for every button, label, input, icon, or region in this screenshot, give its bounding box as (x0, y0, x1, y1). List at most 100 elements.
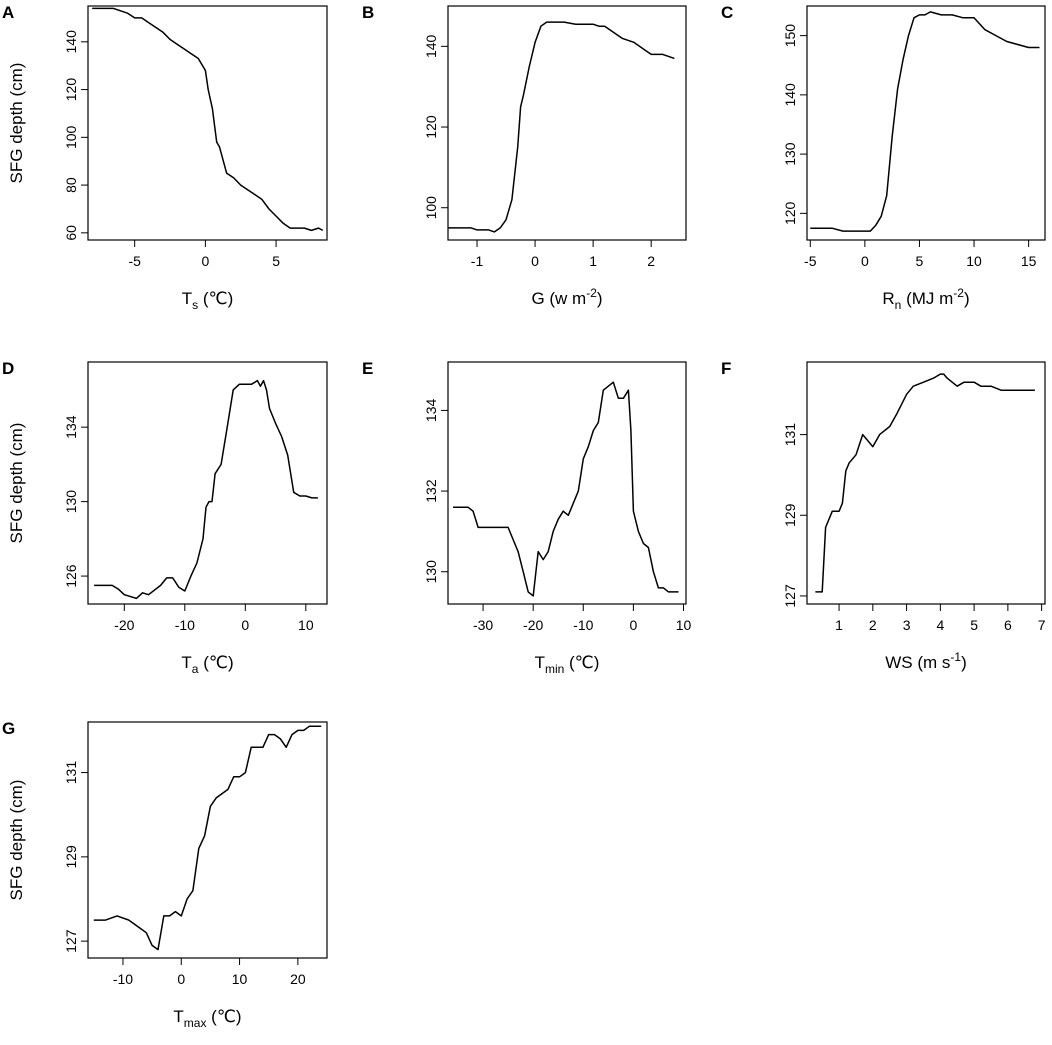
x-axis-title-base: WS (m s (885, 653, 950, 672)
y-tick-label: 130 (63, 490, 79, 514)
x-axis-title-base: T (182, 289, 192, 308)
x-tick-label: -5 (804, 253, 817, 269)
x-axis-title-superscript: -2 (953, 286, 964, 300)
series-line-c (810, 11, 1040, 232)
x-tick-label: 15 (1021, 253, 1037, 269)
x-axis-title-unit: (℃) (206, 1007, 241, 1026)
y-tick-label: 132 (423, 479, 439, 503)
y-tick-label: 126 (63, 564, 79, 588)
x-tick-label: 6 (1004, 617, 1012, 633)
y-tick-label: 134 (63, 415, 79, 439)
x-tick-label: 0 (531, 253, 539, 269)
x-axis-title-subscript: min (545, 662, 564, 676)
y-tick-label: 140 (782, 83, 798, 107)
x-tick-label: -30 (473, 617, 493, 633)
x-tick-label: 0 (241, 617, 249, 633)
x-tick-label: 10 (298, 617, 314, 633)
x-tick-label: 2 (869, 617, 877, 633)
x-axis-title: Ts (℃) (182, 289, 234, 312)
x-tick-label: 3 (903, 617, 911, 633)
series-line-d (94, 379, 318, 600)
series-line-f (815, 373, 1035, 593)
x-tick-label: 10 (676, 617, 692, 633)
x-tick-label: -1 (471, 253, 484, 269)
series-line-g (93, 725, 322, 951)
x-axis-title: Tmax (℃) (173, 1007, 241, 1030)
panel-letter: D (2, 359, 14, 378)
x-axis-title-unit: (℃) (198, 289, 233, 308)
x-tick-label: 1 (589, 253, 597, 269)
x-axis-title-base: T (173, 1007, 183, 1026)
x-tick-label: 10 (966, 253, 982, 269)
x-tick-label: 4 (936, 617, 944, 633)
x-axis-title-unit: (℃) (564, 653, 599, 672)
x-tick-label: 10 (232, 971, 248, 987)
x-axis-title-subscript: max (184, 1016, 207, 1030)
panel-letter: A (2, 3, 14, 22)
x-axis-title-base: T (535, 653, 545, 672)
x-tick-label: -20 (114, 617, 134, 633)
plot-frame (87, 721, 328, 959)
x-tick-label: 5 (272, 253, 280, 269)
series-line-a (92, 7, 324, 232)
panel-letter: F (721, 359, 731, 378)
plot-frame (806, 5, 1046, 241)
panel-letter: G (2, 719, 15, 738)
y-tick-label: 127 (63, 929, 79, 953)
y-tick-label: 120 (782, 201, 798, 225)
x-axis-title-subscript: s (192, 298, 198, 312)
x-tick-label: -10 (175, 617, 195, 633)
y-tick-label: 131 (63, 761, 79, 785)
plot-frame (447, 361, 687, 605)
panel-d: D -20 -10 0 10 126 130 134 SFG depth (cm) Ta (℃) (2, 359, 328, 676)
y-tick-label: 120 (63, 78, 79, 102)
panel-a: A -5 0 5 60 80 100 120 140 SFG depth (cm) Ts (℃) (2, 3, 328, 312)
plot-frame (447, 5, 687, 241)
x-tick-label: 5 (916, 253, 924, 269)
y-tick-label: 130 (782, 142, 798, 166)
x-axis-title: WS (m s-1) (885, 650, 967, 672)
series-line-e (453, 381, 679, 597)
x-tick-label: 0 (201, 253, 209, 269)
y-tick-label: 131 (782, 423, 798, 447)
y-tick-label: 127 (782, 584, 798, 608)
panel-letter: B (362, 3, 374, 22)
y-tick-label: 129 (63, 845, 79, 869)
y-tick-label: 134 (423, 399, 439, 423)
x-tick-label: -10 (113, 971, 133, 987)
x-tick-label: 1 (835, 617, 843, 633)
y-tick-label: 100 (423, 196, 439, 220)
x-axis-title-superscript: -2 (586, 286, 597, 300)
panel-letter: C (721, 3, 733, 22)
series-line-b (448, 21, 675, 233)
plot-frame (87, 5, 328, 241)
x-tick-label: 0 (177, 971, 185, 987)
x-axis-title: Ta (℃) (181, 653, 233, 676)
x-axis-title-unit: (MJ m (901, 289, 953, 308)
y-tick-label: 130 (423, 560, 439, 584)
panel-letter: E (362, 359, 373, 378)
y-tick-label: 60 (63, 225, 79, 241)
plot-frame (87, 361, 328, 605)
panel-f: F 1 2 3 4 5 6 7 127 129 131 WS (m s-1) (721, 359, 1046, 672)
x-axis-title: Tmin (℃) (535, 653, 600, 676)
y-tick-label: 120 (423, 115, 439, 139)
y-tick-label: 129 (782, 503, 798, 527)
x-tick-label: -10 (573, 617, 593, 633)
y-tick-label: 140 (423, 34, 439, 58)
x-axis-title-superscript: -1 (950, 650, 961, 664)
panel-c: C -5 0 5 10 15 120 130 140 150 Rn (MJ m-2) (721, 3, 1046, 312)
x-axis-title: G (w m-2) (531, 286, 602, 308)
x-tick-label: -5 (128, 253, 141, 269)
x-axis-title-subscript: a (192, 662, 199, 676)
x-axis-title-unit: ) (597, 289, 603, 308)
x-axis-title-base: R (882, 289, 894, 308)
x-axis-title-close: ) (964, 289, 970, 308)
x-axis-title-unit: ) (961, 653, 967, 672)
x-tick-label: 0 (629, 617, 637, 633)
panel-b: B -1 0 1 2 100 120 140 G (w m-2) (362, 3, 687, 308)
y-tick-label: 140 (63, 30, 79, 54)
y-axis-title: SFG depth (cm) (7, 423, 26, 544)
x-axis-title: Rn (MJ m-2) (882, 286, 969, 312)
